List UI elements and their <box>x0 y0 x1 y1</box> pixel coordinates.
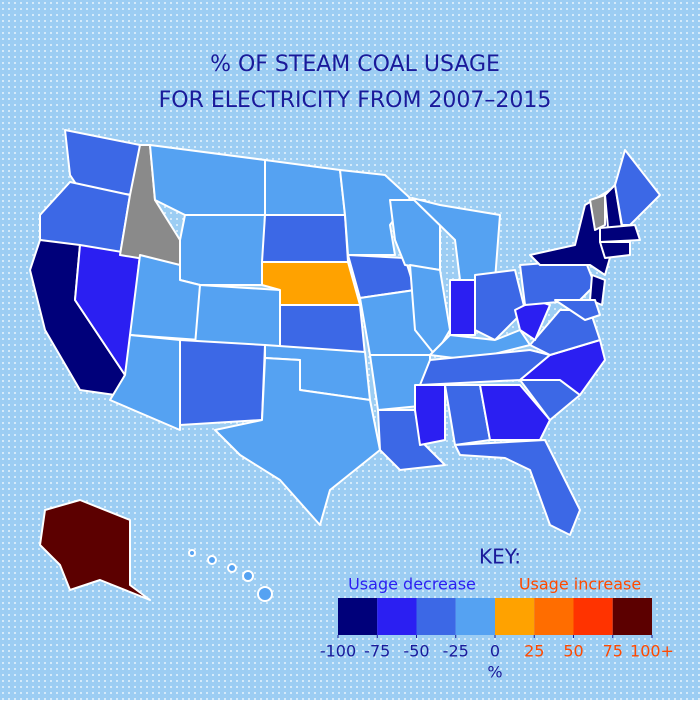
region <box>179 214 266 286</box>
legend-decrease-label: Usage decrease <box>348 575 476 594</box>
title-line: % OF STEAM COAL USAGE <box>210 52 500 77</box>
region <box>599 241 631 259</box>
legend-tick-label: 100+ <box>630 642 674 661</box>
legend-tick-label: -25 <box>443 642 469 661</box>
region <box>339 169 411 256</box>
region <box>257 586 273 602</box>
legend-swatch <box>377 598 417 635</box>
legend-tick-label: -50 <box>403 642 429 661</box>
region <box>261 214 349 263</box>
legend-increase-label: Usage increase <box>519 575 641 594</box>
region <box>589 194 606 231</box>
region <box>179 339 266 426</box>
region <box>414 384 446 446</box>
legend-swatch <box>534 598 574 635</box>
legend-tick-label: -75 <box>364 642 390 661</box>
legend: KEY: Usage decrease Usage increase % -10… <box>320 545 674 682</box>
legend-unit: % <box>487 663 502 682</box>
region <box>419 349 551 386</box>
legend-tick-label: 0 <box>490 642 500 661</box>
region <box>479 384 551 441</box>
legend-title: KEY: <box>479 545 521 569</box>
region <box>214 357 381 526</box>
region <box>474 269 526 341</box>
legend-swatch <box>495 598 535 635</box>
region <box>529 309 601 356</box>
legend-swatch <box>612 598 652 635</box>
title-line: FOR ELECTRICITY FROM 2007–2015 <box>159 88 552 113</box>
region <box>227 563 237 573</box>
region <box>614 149 661 226</box>
legend-swatch <box>416 598 456 635</box>
region <box>599 224 641 243</box>
legend-tick-label: 50 <box>563 642 583 661</box>
legend-swatch <box>573 598 613 635</box>
region <box>242 570 254 582</box>
region <box>264 159 346 216</box>
legend-swatch <box>338 598 378 635</box>
region <box>207 555 217 565</box>
region <box>454 439 581 536</box>
states <box>29 129 661 602</box>
region <box>449 279 476 336</box>
legend-tick-label: 25 <box>524 642 544 661</box>
region <box>194 284 281 351</box>
legend-tick-label: 75 <box>603 642 623 661</box>
region <box>589 274 606 306</box>
legend-tick-label: -100 <box>320 642 356 661</box>
region <box>109 334 181 431</box>
legend-swatch <box>455 598 495 635</box>
region <box>188 549 196 557</box>
region <box>39 499 151 601</box>
region <box>554 299 601 321</box>
